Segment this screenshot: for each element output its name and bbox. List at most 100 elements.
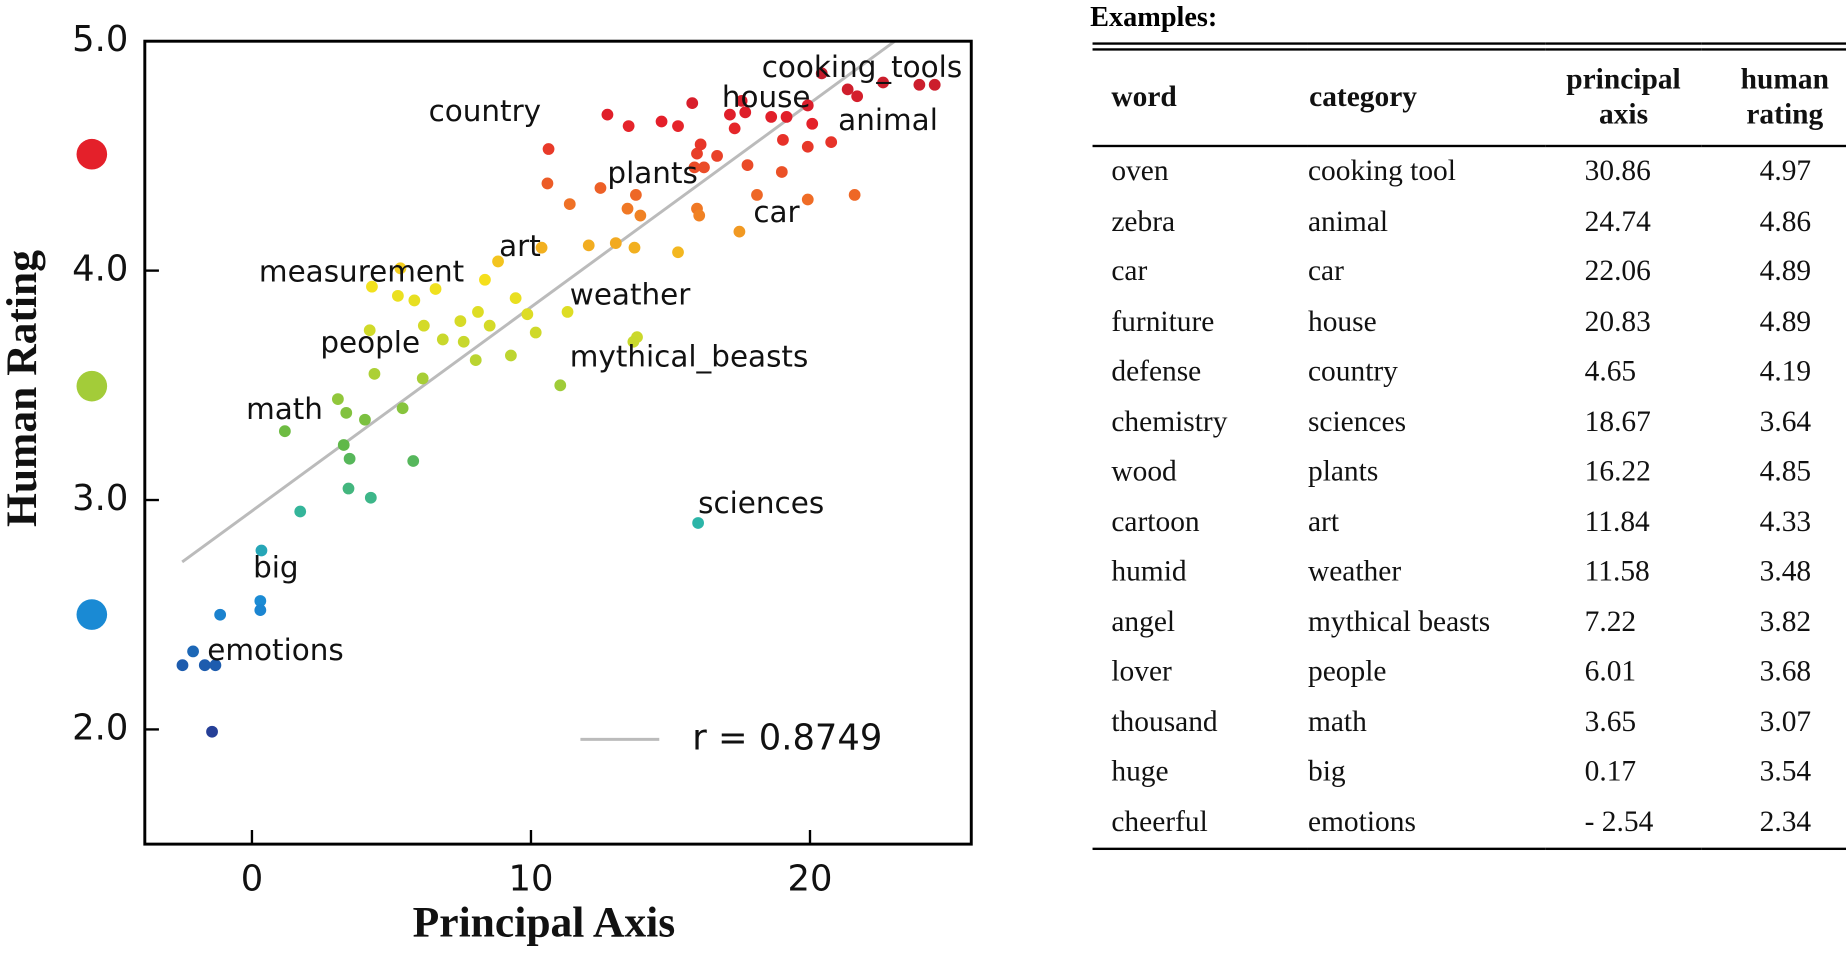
table-row: thousand math 3.65 3.07 (1093, 698, 1846, 748)
table-cell: 2.34 (1759, 806, 1812, 838)
scatter-point (672, 246, 684, 259)
table-cell: people (1307, 656, 1387, 688)
scatter-point (337, 439, 350, 451)
color-key-dot (76, 370, 108, 402)
table-cell: 3.48 (1759, 555, 1812, 588)
header-row: word category principal axis human rating (1092, 46, 1846, 148)
x-tick-label: 20 (788, 859, 833, 900)
table-cell: wood (1111, 455, 1177, 488)
table-cell: humid (1111, 555, 1187, 588)
scatter-point (255, 544, 268, 557)
table-row: defense country 4.65 4.19 (1093, 347, 1846, 397)
table-cell: cooking tool (1307, 155, 1456, 188)
scatter-point (535, 241, 548, 254)
point-annotation: cooking_tools (762, 50, 962, 84)
scatter-point (686, 97, 699, 110)
table-cell: sciences (1307, 405, 1407, 438)
scatter-point (254, 595, 267, 607)
scatter-point (601, 108, 614, 121)
scatter-point (407, 455, 420, 467)
point-annotation: house (722, 80, 811, 114)
x-tick-label: 0 (241, 859, 263, 900)
column-header: human rating (1701, 46, 1846, 148)
scatter-point (733, 225, 746, 238)
table-body: oven cooking tool 30.86 4.97 zebra animal 24.7… (1093, 146, 1846, 849)
scatter-point (775, 166, 788, 178)
scatter-point (417, 319, 430, 332)
scatter-point (780, 111, 793, 123)
table-cell: 7.22 (1584, 606, 1637, 638)
scatter-point (368, 367, 381, 380)
table-cell: house (1307, 305, 1377, 338)
scatter-point (429, 283, 442, 295)
point-annotation: plants (607, 156, 697, 190)
point-annotation: big (253, 550, 299, 584)
table-cell: mythical beasts (1307, 606, 1491, 638)
point-annotation: people (320, 326, 420, 360)
scatter-point (693, 209, 706, 222)
scatter-point (542, 143, 555, 155)
column-header: word (1092, 46, 1308, 148)
scatter-point (294, 505, 307, 518)
scatter-point (801, 140, 814, 153)
plot-frame (143, 39, 973, 846)
table-cell: art (1307, 505, 1340, 538)
scatter-point (454, 315, 467, 327)
table-row: furniture house 20.83 4.89 (1093, 297, 1846, 347)
table-row: oven cooking tool 30.86 4.97 (1093, 146, 1846, 197)
table-cell: 4.89 (1759, 305, 1812, 338)
table-title: Examples: (1090, 2, 1218, 33)
table-cell: 4.89 (1759, 255, 1812, 288)
scatter-point (332, 393, 344, 405)
table-row: wood plants 16.22 4.85 (1093, 447, 1846, 497)
scatter-point (198, 659, 211, 672)
table-cell: cartoon (1111, 505, 1200, 538)
point-annotation: math (246, 392, 323, 426)
scatter-point (741, 159, 754, 171)
scatter-point (214, 608, 227, 621)
scatter-point (483, 319, 496, 332)
table-cell: 30.86 (1584, 155, 1651, 188)
table-cell: lover (1111, 656, 1172, 688)
table-cell: 0.17 (1584, 756, 1637, 788)
scatter-point (529, 326, 542, 339)
scatter-point (469, 354, 482, 366)
table-cell: chemistry (1111, 405, 1228, 438)
table-row: angel mythical beasts 7.22 3.82 (1093, 597, 1846, 647)
table-cell: 4.85 (1759, 455, 1812, 488)
scatter-point (841, 83, 854, 96)
scatter-point (436, 333, 449, 346)
table-cell: 4.33 (1759, 505, 1812, 538)
table: word category principal axis human rating o… (1092, 42, 1846, 851)
scatter-point (554, 379, 567, 392)
scatter-point (521, 308, 534, 321)
scatter-point (913, 78, 926, 91)
table-cell: big (1307, 756, 1346, 788)
scatter-point (851, 90, 864, 103)
scatter-point (366, 280, 378, 293)
table-cell: thousand (1111, 706, 1218, 738)
scatter-point (801, 193, 814, 206)
y-tick-label: 4.0 (72, 249, 128, 290)
chart: Principal Axis Human Rating cooking_tool… (0, 19, 973, 947)
scatter-point (634, 209, 647, 222)
scatter-point (735, 94, 748, 107)
scatter-point (254, 604, 267, 617)
scatter-point (672, 120, 684, 132)
table-row: car car 22.06 4.89 (1093, 247, 1846, 297)
scatter-point (928, 78, 941, 91)
scatter-point (711, 150, 723, 162)
scatter-point (694, 138, 707, 151)
table-cell: 18.67 (1584, 405, 1651, 438)
table-cell: zebra (1111, 205, 1176, 238)
table-cell: 3.68 (1759, 656, 1812, 688)
table-cell: math (1307, 706, 1367, 738)
scatter-point (209, 659, 222, 672)
scatter-point (541, 177, 554, 190)
scatter-point (176, 659, 189, 672)
scatter-point (391, 289, 404, 302)
table-row: lover people 6.01 3.68 (1093, 648, 1846, 698)
x-tick-label: 10 (509, 859, 554, 900)
scatter-point (698, 161, 710, 174)
table-row: chemistry sciences 18.67 3.64 (1093, 397, 1846, 447)
